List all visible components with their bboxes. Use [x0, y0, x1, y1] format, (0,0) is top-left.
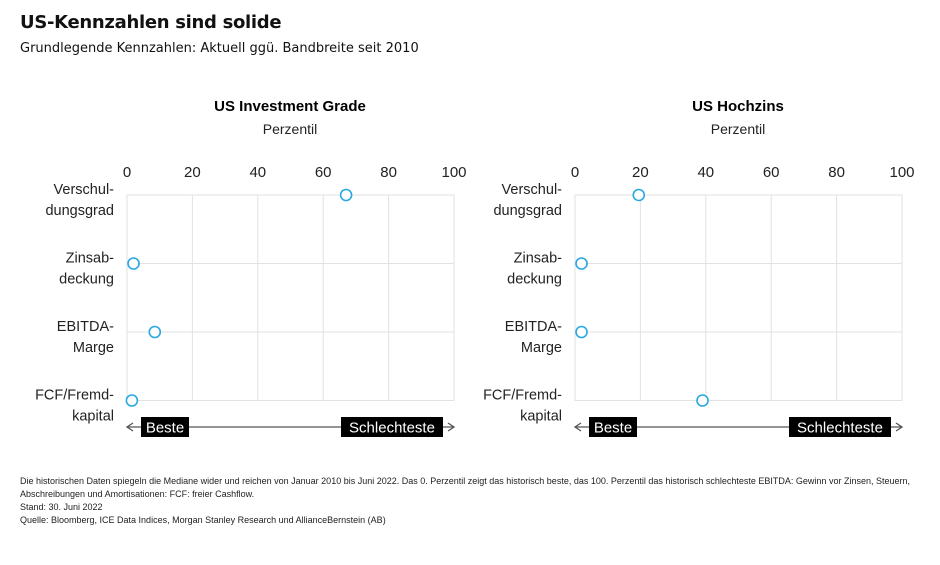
tick-label: 20 [632, 164, 649, 181]
arrow-right-icon [447, 422, 456, 432]
category-label: Zinsab- [66, 251, 115, 267]
category-label: deckung [507, 272, 562, 288]
tick-label: 40 [249, 164, 266, 181]
best-label: Beste [146, 420, 184, 437]
page-title: US-Kennzahlen sind solide [20, 12, 282, 33]
best-label-bg [141, 417, 189, 437]
tick-label: 0 [123, 164, 131, 181]
tick-label: 60 [315, 164, 332, 181]
page-subtitle: Grundlegende Kennzahlen: Aktuell ggü. Ba… [20, 41, 419, 56]
category-label: Marge [73, 340, 114, 356]
data-point [632, 188, 646, 202]
worst-label-bg [341, 417, 443, 437]
best-label: Beste [594, 420, 632, 437]
tick-label: 100 [441, 164, 466, 181]
worst-label: Schlechteste [349, 420, 435, 437]
data-point [339, 188, 353, 202]
axis-label: Perzentil [263, 121, 317, 137]
footnote-source: Quelle: Bloomberg, ICE Data Indices, Mor… [20, 515, 386, 525]
footnote-date: Stand: 30. Juni 2022 [20, 502, 103, 512]
best-label-bg [589, 417, 637, 437]
tick-label: 60 [763, 164, 780, 181]
arrow-left-icon [125, 422, 134, 432]
tick-label: 0 [571, 164, 579, 181]
footnotes: Die historischen Daten spiegeln die Medi… [20, 475, 920, 527]
arrow-left-icon [573, 422, 582, 432]
plot-frame [574, 194, 903, 401]
tick-label: 80 [828, 164, 845, 181]
axis-label: Perzentil [711, 121, 765, 137]
footnote-description: Die historischen Daten spiegeln die Medi… [20, 476, 910, 499]
category-label: deckung [59, 272, 114, 288]
category-label: kapital [520, 409, 562, 425]
category-label: Verschul- [502, 182, 563, 198]
data-point [696, 394, 709, 407]
category-label: kapital [72, 409, 114, 425]
category-label: EBITDA- [57, 319, 114, 335]
tick-label: 20 [184, 164, 201, 181]
data-point [575, 257, 588, 270]
tick-label: 80 [380, 164, 397, 181]
category-label: dungsgrad [493, 203, 562, 219]
chart-title: US Investment Grade [214, 98, 366, 115]
category-label: Zinsab- [514, 251, 563, 267]
tick-label: 40 [697, 164, 714, 181]
chart-title: US Hochzins [692, 98, 784, 115]
data-point [127, 257, 140, 270]
category-label: FCF/Fremd- [483, 388, 562, 404]
category-label: dungsgrad [45, 203, 114, 219]
category-label: FCF/Fremd- [35, 388, 114, 404]
data-point [575, 325, 588, 339]
category-label: Verschul- [54, 182, 115, 198]
worst-label: Schlechteste [797, 420, 883, 437]
arrow-right-icon [895, 422, 904, 432]
charts: US Investment Grade Perzentil 0 20 40 60 80 100… [35, 98, 915, 437]
worst-label-bg [789, 417, 891, 437]
category-label: Marge [521, 340, 562, 356]
tick-label: 100 [889, 164, 914, 181]
data-point [148, 325, 162, 339]
data-point [125, 394, 139, 407]
plot-frame [126, 194, 455, 401]
category-label: EBITDA- [505, 319, 562, 335]
